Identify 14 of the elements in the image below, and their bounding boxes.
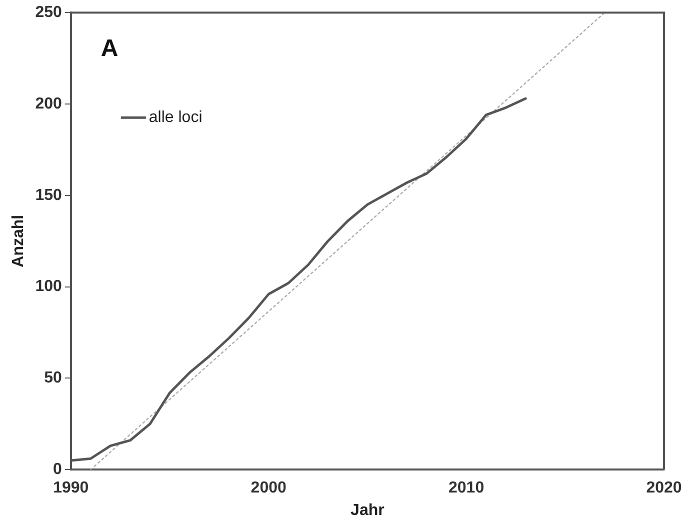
- legend-label: alle loci: [148, 109, 202, 126]
- y-axis-title: Anzahl: [10, 214, 28, 268]
- x-axis-title: Jahr: [350, 502, 384, 519]
- y-tick-label: 150: [35, 186, 62, 204]
- x-tick-label: 1990: [53, 480, 89, 497]
- y-tick-label: 100: [35, 278, 62, 296]
- y-tick-label: 250: [35, 4, 62, 22]
- y-tick-label: 0: [52, 461, 62, 478]
- y-tick-label: 50: [44, 370, 62, 387]
- annotation: A: [100, 35, 118, 62]
- x-tick-label: 2010: [448, 480, 484, 497]
- y-tick-label: 200: [35, 95, 62, 112]
- x-tick-label: 2020: [646, 480, 682, 497]
- x-tick-label: 2000: [250, 480, 286, 497]
